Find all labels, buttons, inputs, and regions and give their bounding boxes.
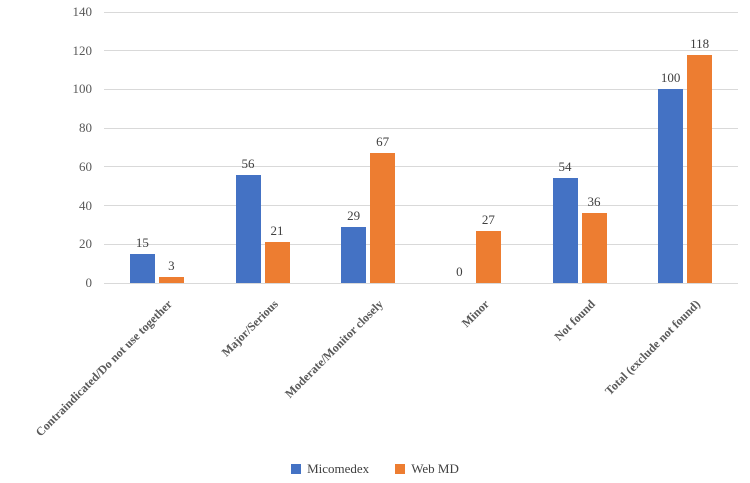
gridline <box>104 88 738 90</box>
bar-micomedex <box>129 253 155 283</box>
data-label: 67 <box>376 134 390 150</box>
y-axis-tick-label: 80 <box>79 120 92 136</box>
bar-micomedex <box>552 178 578 283</box>
bar-micomedex <box>235 174 261 283</box>
y-axis-tick-label: 120 <box>72 42 93 58</box>
legend-swatch-web-md <box>395 464 406 474</box>
bar-micomedex <box>341 226 367 283</box>
y-axis-tick-label: 20 <box>79 236 92 252</box>
gridline <box>104 127 738 129</box>
y-axis-tick-label: 60 <box>79 158 92 174</box>
legend-label: Web MD <box>411 461 459 476</box>
bar-web-md <box>687 54 713 283</box>
gridline <box>104 11 738 13</box>
bar-micomedex <box>658 89 684 283</box>
category-label: Major/Serious <box>218 297 281 360</box>
legend-label: Micomedex <box>307 461 370 476</box>
gridline <box>104 205 738 207</box>
legend: Micomedex Web MD <box>0 461 750 477</box>
gridline <box>104 166 738 168</box>
bar-web-md <box>475 230 501 283</box>
category-label: Minor <box>458 297 492 331</box>
data-label: 27 <box>481 211 495 227</box>
y-axis-tick-label: 100 <box>72 81 93 97</box>
bar-web-md <box>370 153 396 283</box>
bar-web-md <box>264 242 290 283</box>
data-label: 29 <box>347 207 361 223</box>
data-label: 21 <box>270 223 284 239</box>
y-axis-tick-label: 0 <box>85 275 93 290</box>
data-label: 56 <box>241 155 255 171</box>
data-label: 0 <box>456 264 463 279</box>
data-label: 54 <box>558 159 572 175</box>
bar-web-md <box>581 213 607 283</box>
data-label: 15 <box>135 234 149 250</box>
y-axis-tick-label: 140 <box>72 4 93 19</box>
data-label: 118 <box>690 35 710 51</box>
legend-swatch-micomedex <box>291 464 302 474</box>
data-label: 36 <box>587 194 601 210</box>
bar-web-md <box>158 277 184 283</box>
gridline <box>104 243 738 245</box>
category-label: Not found <box>550 297 598 344</box>
category-label: Contraindicated/Do not use together <box>32 297 175 440</box>
legend-item: Micomedex <box>291 461 369 477</box>
gridline <box>104 50 738 52</box>
data-label: 3 <box>168 258 175 274</box>
x-axis-line <box>104 283 738 284</box>
y-axis-tick-label: 40 <box>79 197 92 213</box>
category-label: Moderate/Monitor closely <box>282 297 387 401</box>
category-label: Total (exclude not found) <box>602 297 704 398</box>
data-label: 100 <box>660 70 681 86</box>
legend-item: Web MD <box>395 461 459 477</box>
